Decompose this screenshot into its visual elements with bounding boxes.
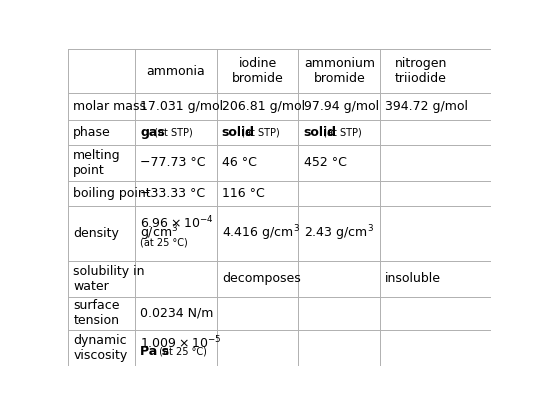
Text: g/cm$^3$: g/cm$^3$ (140, 224, 179, 243)
Text: ammonium
bromide: ammonium bromide (304, 57, 375, 85)
Text: −33.33 °C: −33.33 °C (140, 187, 205, 200)
Text: 17.031 g/mol: 17.031 g/mol (140, 100, 223, 113)
Text: solid: solid (222, 126, 255, 139)
Text: Pa s: Pa s (140, 345, 169, 358)
Text: 0.0234 N/m: 0.0234 N/m (140, 307, 213, 320)
Text: (at STP): (at STP) (239, 127, 280, 137)
Text: 116 °C: 116 °C (222, 187, 265, 200)
Text: molar mass: molar mass (73, 100, 146, 113)
Text: nitrogen
triiodide: nitrogen triiodide (395, 57, 447, 85)
Text: 206.81 g/mol: 206.81 g/mol (222, 100, 305, 113)
Text: surface
tension: surface tension (73, 299, 120, 327)
Text: 452 °C: 452 °C (304, 156, 346, 169)
Text: (at 25 °C): (at 25 °C) (156, 347, 207, 357)
Text: dynamic
viscosity: dynamic viscosity (73, 334, 128, 362)
Text: −77.73 °C: −77.73 °C (140, 156, 206, 169)
Text: 4.416 g/cm$^3$: 4.416 g/cm$^3$ (222, 224, 300, 243)
Text: gas: gas (140, 126, 165, 139)
Text: density: density (73, 227, 119, 240)
Text: melting
point: melting point (73, 149, 121, 177)
Text: solubility in
water: solubility in water (73, 265, 145, 293)
Text: insoluble: insoluble (385, 272, 441, 285)
Text: decomposes: decomposes (222, 272, 301, 285)
Text: ammonia: ammonia (146, 65, 205, 78)
Text: boiling point: boiling point (73, 187, 151, 200)
Text: 97.94 g/mol: 97.94 g/mol (304, 100, 378, 113)
Text: $1.009\times10^{-5}$: $1.009\times10^{-5}$ (140, 335, 222, 352)
Text: 46 °C: 46 °C (222, 156, 257, 169)
Text: solid: solid (304, 126, 336, 139)
Text: (at STP): (at STP) (320, 127, 362, 137)
Text: iodine
bromide: iodine bromide (232, 57, 283, 85)
Text: $6.96\times10^{-4}$: $6.96\times10^{-4}$ (140, 215, 213, 232)
Text: (at STP): (at STP) (151, 127, 193, 137)
Text: (at 25 °C): (at 25 °C) (140, 238, 188, 247)
Text: phase: phase (73, 126, 111, 139)
Text: 394.72 g/mol: 394.72 g/mol (385, 100, 468, 113)
Text: 2.43 g/cm$^3$: 2.43 g/cm$^3$ (304, 224, 373, 243)
